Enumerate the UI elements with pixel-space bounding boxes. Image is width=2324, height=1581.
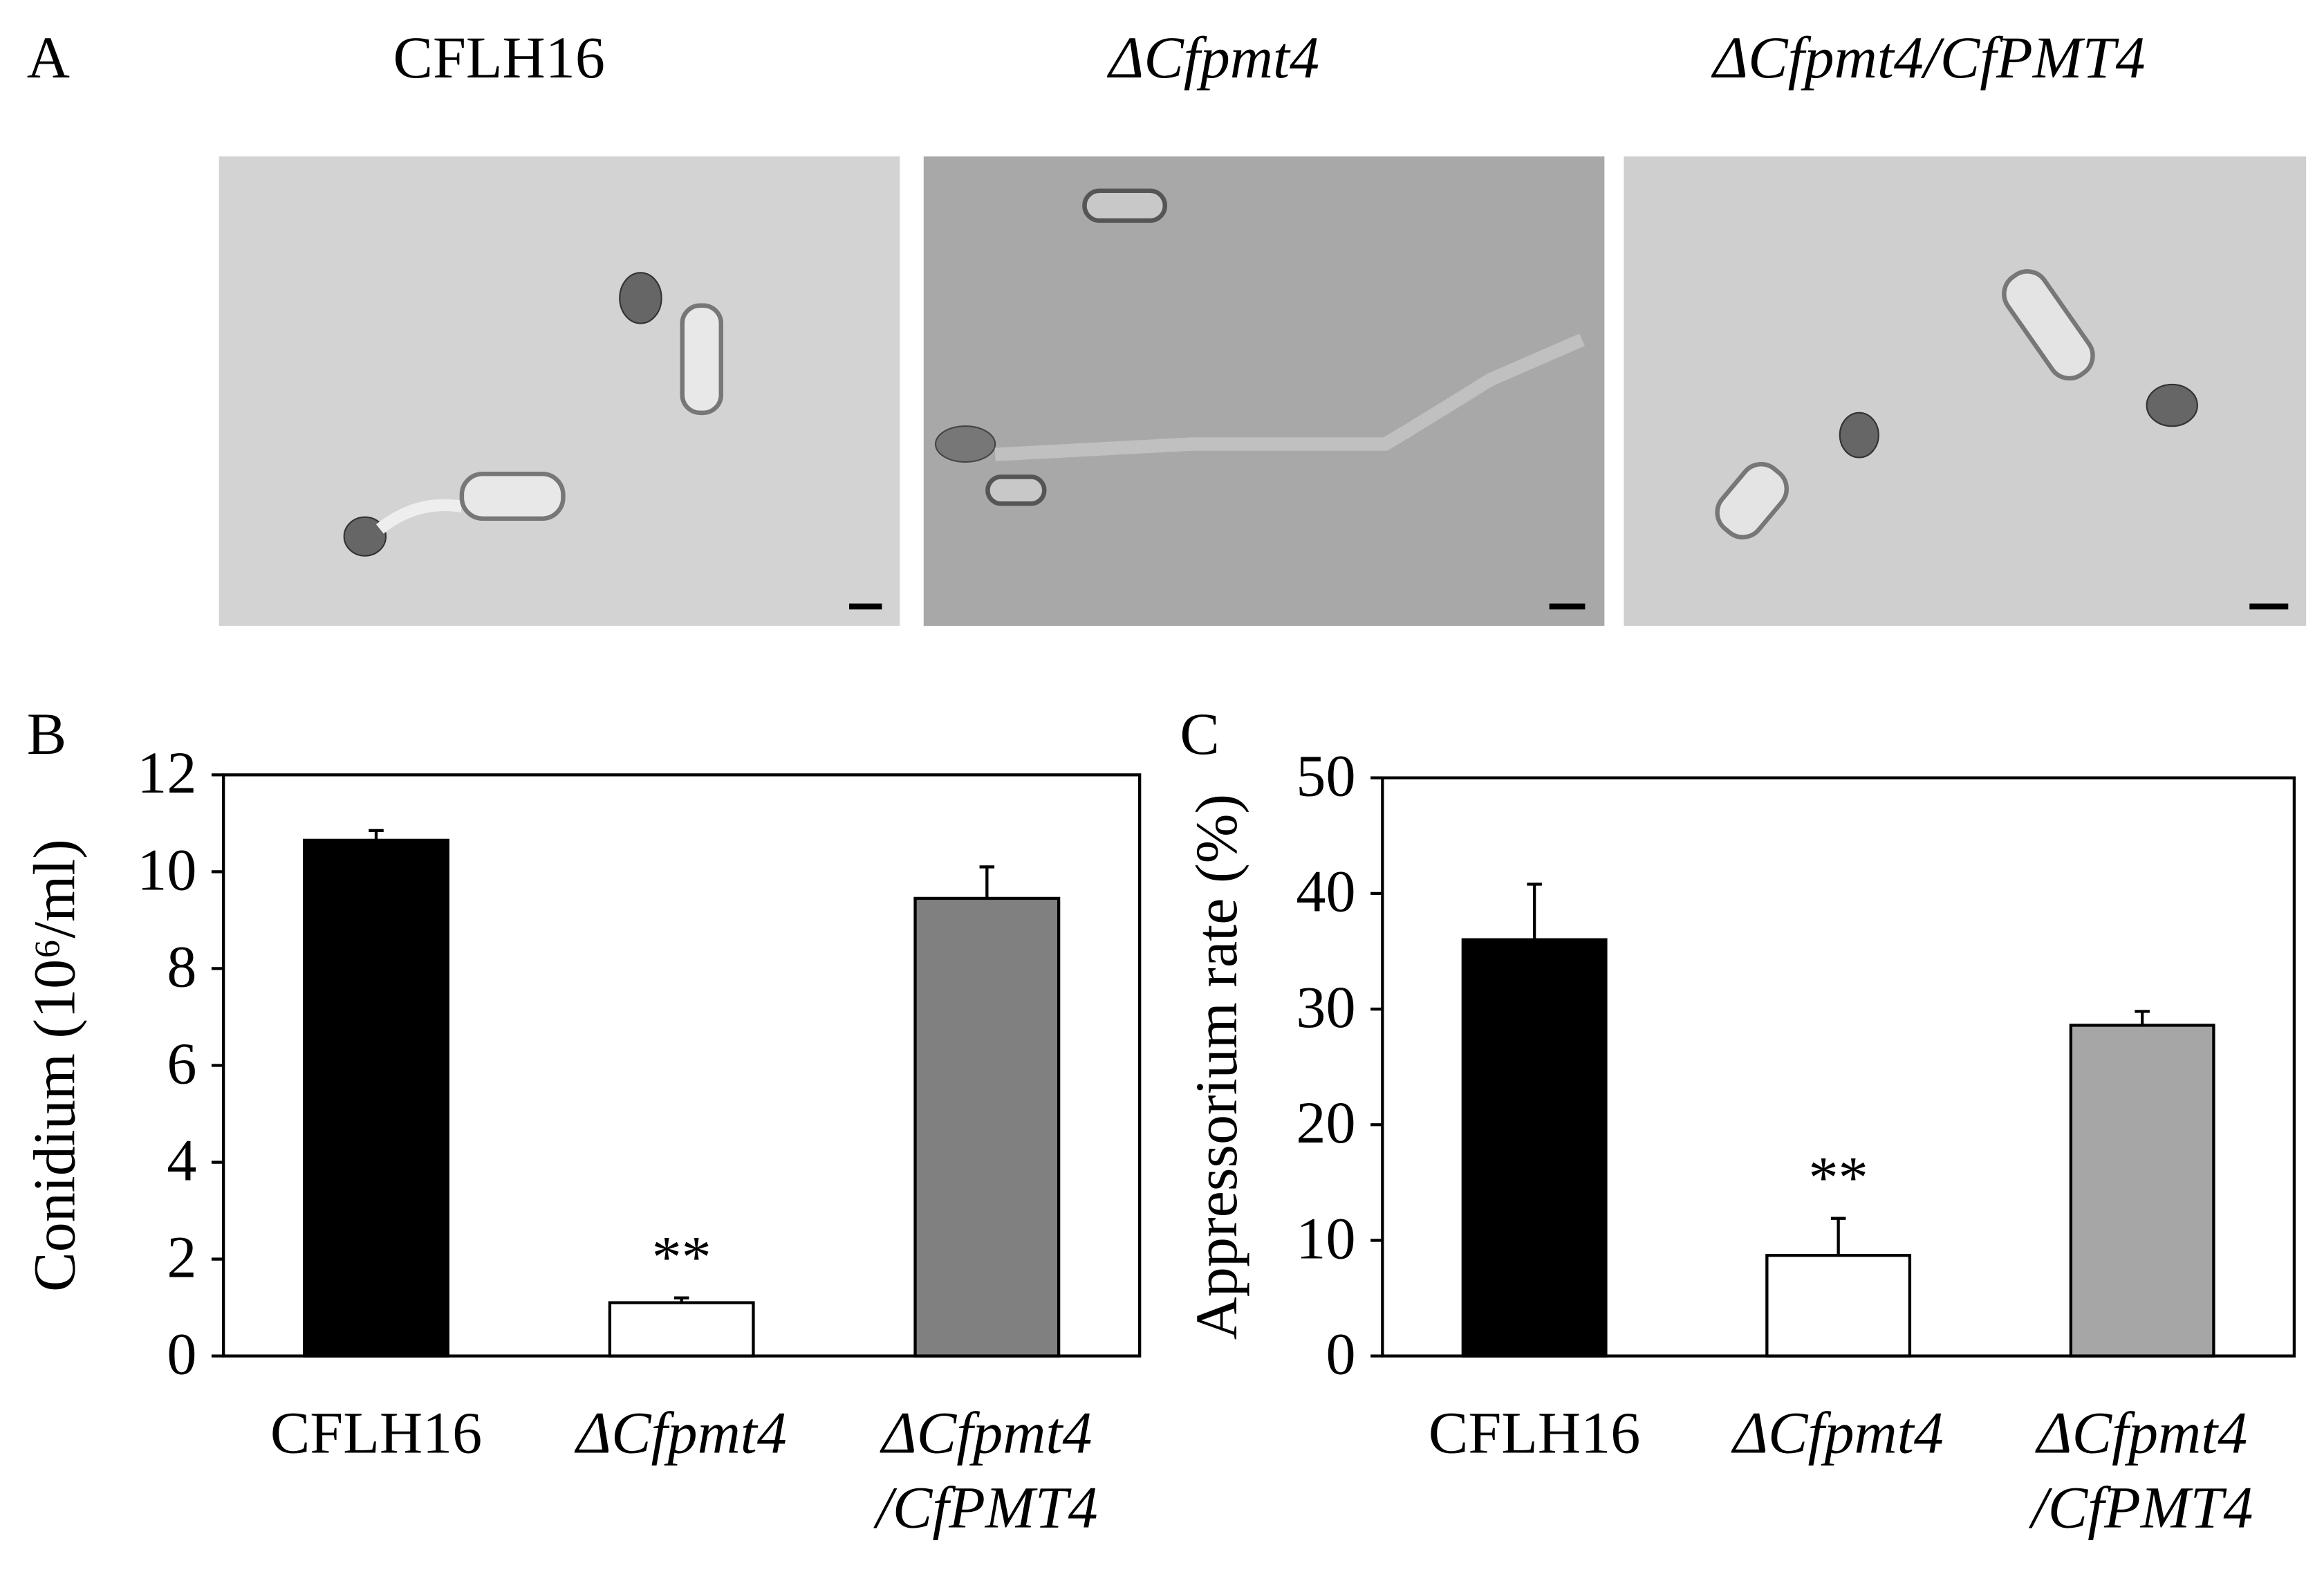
y-tick-label: 6 [167,1030,196,1096]
x-tick-label: ΔCfpmt4/CfPMT4 [873,1400,1098,1541]
y-tick-label: 50 [1296,743,1355,809]
y-tick-label: 12 [137,739,196,806]
micrograph [1624,156,2307,626]
image-title: ΔCfpmt4/CfPMT4 [1711,24,2146,91]
x-tick-label: CFLH16 [270,1400,482,1466]
y-tick-label: 0 [167,1320,196,1387]
micrograph [923,156,1605,626]
x-tick-label: CFLH16 [1429,1400,1640,1466]
x-tick-label: ΔCfpmt4 [1731,1400,1943,1466]
y-tick-label: 2 [167,1223,196,1290]
y-tick-label: 30 [1296,974,1355,1040]
bar [1461,938,1608,1358]
bar [303,838,449,1358]
bar [608,1301,755,1358]
micrograph [219,156,900,626]
image-title: CFLH16 [393,24,605,91]
panel-label: C [1180,701,1219,767]
x-tick-label: ΔCfpmt4/CfPMT4 [2029,1400,2253,1541]
bar [1765,1254,1912,1358]
y-tick-label: 40 [1296,858,1355,925]
bar [913,896,1061,1358]
panel-label: A [27,24,70,91]
y-tick-label: 10 [137,836,196,903]
y-axis-label: Conidium (10⁶/ml) [21,839,88,1292]
y-tick-label: 4 [167,1127,196,1193]
plot-frame [1381,776,2296,1358]
y-tick-label: 20 [1296,1089,1355,1156]
bar [2069,1024,2215,1358]
y-tick-label: 8 [167,933,196,999]
x-tick-label: ΔCfpmt4 [575,1400,787,1466]
y-axis-label: Appressorium rate (%) [1183,794,1249,1340]
y-tick-label: 0 [1326,1320,1356,1387]
plot-frame [222,773,1142,1358]
significance-mark: ** [652,1223,712,1290]
significance-mark: ** [1809,1145,1868,1211]
image-title: ΔCfpmt4 [1107,24,1319,91]
panel-label: B [27,701,66,767]
y-tick-label: 10 [1296,1205,1355,1271]
